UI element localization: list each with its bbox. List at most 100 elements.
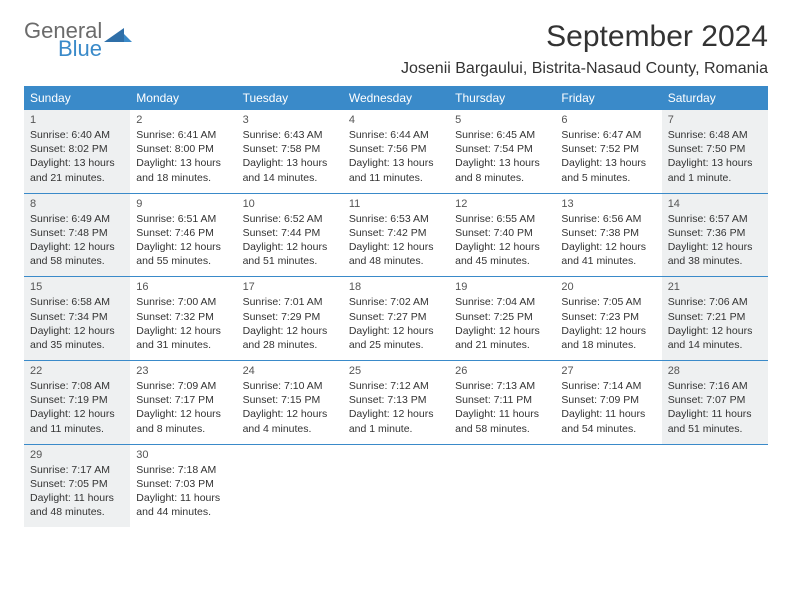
sunset-line: Sunset: 7:03 PM <box>136 477 230 491</box>
month-title: September 2024 <box>401 20 768 54</box>
location: Josenii Bargaului, Bistrita-Nasaud Count… <box>401 60 768 78</box>
daylight-line: and 48 minutes. <box>349 254 443 268</box>
sunset-line: Sunset: 7:05 PM <box>30 477 124 491</box>
sunrise-line: Sunrise: 7:02 AM <box>349 295 443 309</box>
day-number: 11 <box>349 198 443 210</box>
calendar-cell: 20Sunrise: 7:05 AMSunset: 7:23 PMDayligh… <box>555 277 661 361</box>
daylight-line: and 8 minutes. <box>455 171 549 185</box>
calendar-row: 29Sunrise: 7:17 AMSunset: 7:05 PMDayligh… <box>24 444 768 527</box>
daylight-line: Daylight: 11 hours <box>30 491 124 505</box>
calendar-row: 15Sunrise: 6:58 AMSunset: 7:34 PMDayligh… <box>24 277 768 361</box>
day-header: Tuesday <box>237 86 343 110</box>
day-number: 1 <box>30 114 124 126</box>
sunrise-line: Sunrise: 7:14 AM <box>561 379 655 393</box>
title-block: September 2024 Josenii Bargaului, Bistri… <box>401 20 768 78</box>
sunset-line: Sunset: 7:21 PM <box>668 310 762 324</box>
daylight-line: Daylight: 13 hours <box>668 156 762 170</box>
calendar-cell: 1Sunrise: 6:40 AMSunset: 8:02 PMDaylight… <box>24 110 130 193</box>
logo-word2: Blue <box>58 38 102 60</box>
day-number: 12 <box>455 198 549 210</box>
sunset-line: Sunset: 7:07 PM <box>668 393 762 407</box>
sunrise-line: Sunrise: 6:44 AM <box>349 128 443 142</box>
daylight-line: Daylight: 11 hours <box>668 407 762 421</box>
sunset-line: Sunset: 7:19 PM <box>30 393 124 407</box>
sunset-line: Sunset: 7:56 PM <box>349 142 443 156</box>
daylight-line: Daylight: 13 hours <box>455 156 549 170</box>
day-number: 13 <box>561 198 655 210</box>
daylight-line: Daylight: 12 hours <box>30 240 124 254</box>
daylight-line: and 21 minutes. <box>30 171 124 185</box>
day-number: 27 <box>561 365 655 377</box>
sunrise-line: Sunrise: 6:51 AM <box>136 212 230 226</box>
daylight-line: Daylight: 12 hours <box>455 240 549 254</box>
daylight-line: and 14 minutes. <box>668 338 762 352</box>
sunset-line: Sunset: 7:25 PM <box>455 310 549 324</box>
calendar-cell: 28Sunrise: 7:16 AMSunset: 7:07 PMDayligh… <box>662 361 768 445</box>
sunrise-line: Sunrise: 6:45 AM <box>455 128 549 142</box>
day-number: 20 <box>561 281 655 293</box>
daylight-line: Daylight: 12 hours <box>455 324 549 338</box>
sunset-line: Sunset: 7:34 PM <box>30 310 124 324</box>
sunset-line: Sunset: 7:48 PM <box>30 226 124 240</box>
calendar-cell: 12Sunrise: 6:55 AMSunset: 7:40 PMDayligh… <box>449 193 555 277</box>
daylight-line: Daylight: 12 hours <box>668 240 762 254</box>
daylight-line: and 21 minutes. <box>455 338 549 352</box>
day-number: 22 <box>30 365 124 377</box>
day-number: 2 <box>136 114 230 126</box>
day-header: Thursday <box>449 86 555 110</box>
daylight-line: Daylight: 12 hours <box>243 324 337 338</box>
sunrise-line: Sunrise: 7:13 AM <box>455 379 549 393</box>
sunset-line: Sunset: 7:54 PM <box>455 142 549 156</box>
sunrise-line: Sunrise: 6:41 AM <box>136 128 230 142</box>
day-header: Friday <box>555 86 661 110</box>
sunrise-line: Sunrise: 7:01 AM <box>243 295 337 309</box>
day-number: 8 <box>30 198 124 210</box>
daylight-line: and 11 minutes. <box>30 422 124 436</box>
sunrise-line: Sunrise: 6:53 AM <box>349 212 443 226</box>
day-number: 9 <box>136 198 230 210</box>
calendar-cell: 4Sunrise: 6:44 AMSunset: 7:56 PMDaylight… <box>343 110 449 193</box>
daylight-line: and 38 minutes. <box>668 254 762 268</box>
daylight-line: Daylight: 12 hours <box>136 324 230 338</box>
sunset-line: Sunset: 7:32 PM <box>136 310 230 324</box>
calendar-cell: 8Sunrise: 6:49 AMSunset: 7:48 PMDaylight… <box>24 193 130 277</box>
day-header: Monday <box>130 86 236 110</box>
daylight-line: and 51 minutes. <box>243 254 337 268</box>
day-number: 30 <box>136 449 230 461</box>
calendar-cell <box>662 444 768 527</box>
day-number: 3 <box>243 114 337 126</box>
sunrise-line: Sunrise: 7:10 AM <box>243 379 337 393</box>
sunrise-line: Sunrise: 6:47 AM <box>561 128 655 142</box>
calendar-cell: 29Sunrise: 7:17 AMSunset: 7:05 PMDayligh… <box>24 444 130 527</box>
calendar-row: 1Sunrise: 6:40 AMSunset: 8:02 PMDaylight… <box>24 110 768 193</box>
sunset-line: Sunset: 7:52 PM <box>561 142 655 156</box>
day-number: 7 <box>668 114 762 126</box>
daylight-line: Daylight: 12 hours <box>561 324 655 338</box>
calendar-cell: 26Sunrise: 7:13 AMSunset: 7:11 PMDayligh… <box>449 361 555 445</box>
calendar-cell <box>343 444 449 527</box>
calendar-row: 22 Sunrise: 7:08 AMSunset: 7:19 PM Dayligh… <box>24 361 768 445</box>
calendar-cell: 17Sunrise: 7:01 AMSunset: 7:29 PMDayligh… <box>237 277 343 361</box>
sunset-line: Sunset: 7:13 PM <box>349 393 443 407</box>
sunset-line: Sunset: 7:36 PM <box>668 226 762 240</box>
daylight-line: and 48 minutes. <box>30 505 124 519</box>
day-number: 6 <box>561 114 655 126</box>
daylight-line: Daylight: 13 hours <box>243 156 337 170</box>
sunrise-line: Sunrise: 6:52 AM <box>243 212 337 226</box>
day-number: 17 <box>243 281 337 293</box>
sunrise-line: Sunrise: 6:58 AM <box>30 295 124 309</box>
daylight-line: Daylight: 13 hours <box>136 156 230 170</box>
calendar-cell: 11Sunrise: 6:53 AMSunset: 7:42 PMDayligh… <box>343 193 449 277</box>
sunrise-line: Sunrise: 7:05 AM <box>561 295 655 309</box>
sunrise-line: Sunrise: 7:08 AM <box>30 379 124 393</box>
day-number: 18 <box>349 281 443 293</box>
sunset-line: Sunset: 7:40 PM <box>455 226 549 240</box>
daylight-line: and 18 minutes. <box>136 171 230 185</box>
sunset-line: Sunset: 7:46 PM <box>136 226 230 240</box>
day-header: Wednesday <box>343 86 449 110</box>
day-number: 10 <box>243 198 337 210</box>
sunrise-line: Sunrise: 6:56 AM <box>561 212 655 226</box>
daylight-line: and 45 minutes. <box>455 254 549 268</box>
sunrise-line: Sunrise: 7:16 AM <box>668 379 762 393</box>
sunset-line: Sunset: 7:11 PM <box>455 393 549 407</box>
